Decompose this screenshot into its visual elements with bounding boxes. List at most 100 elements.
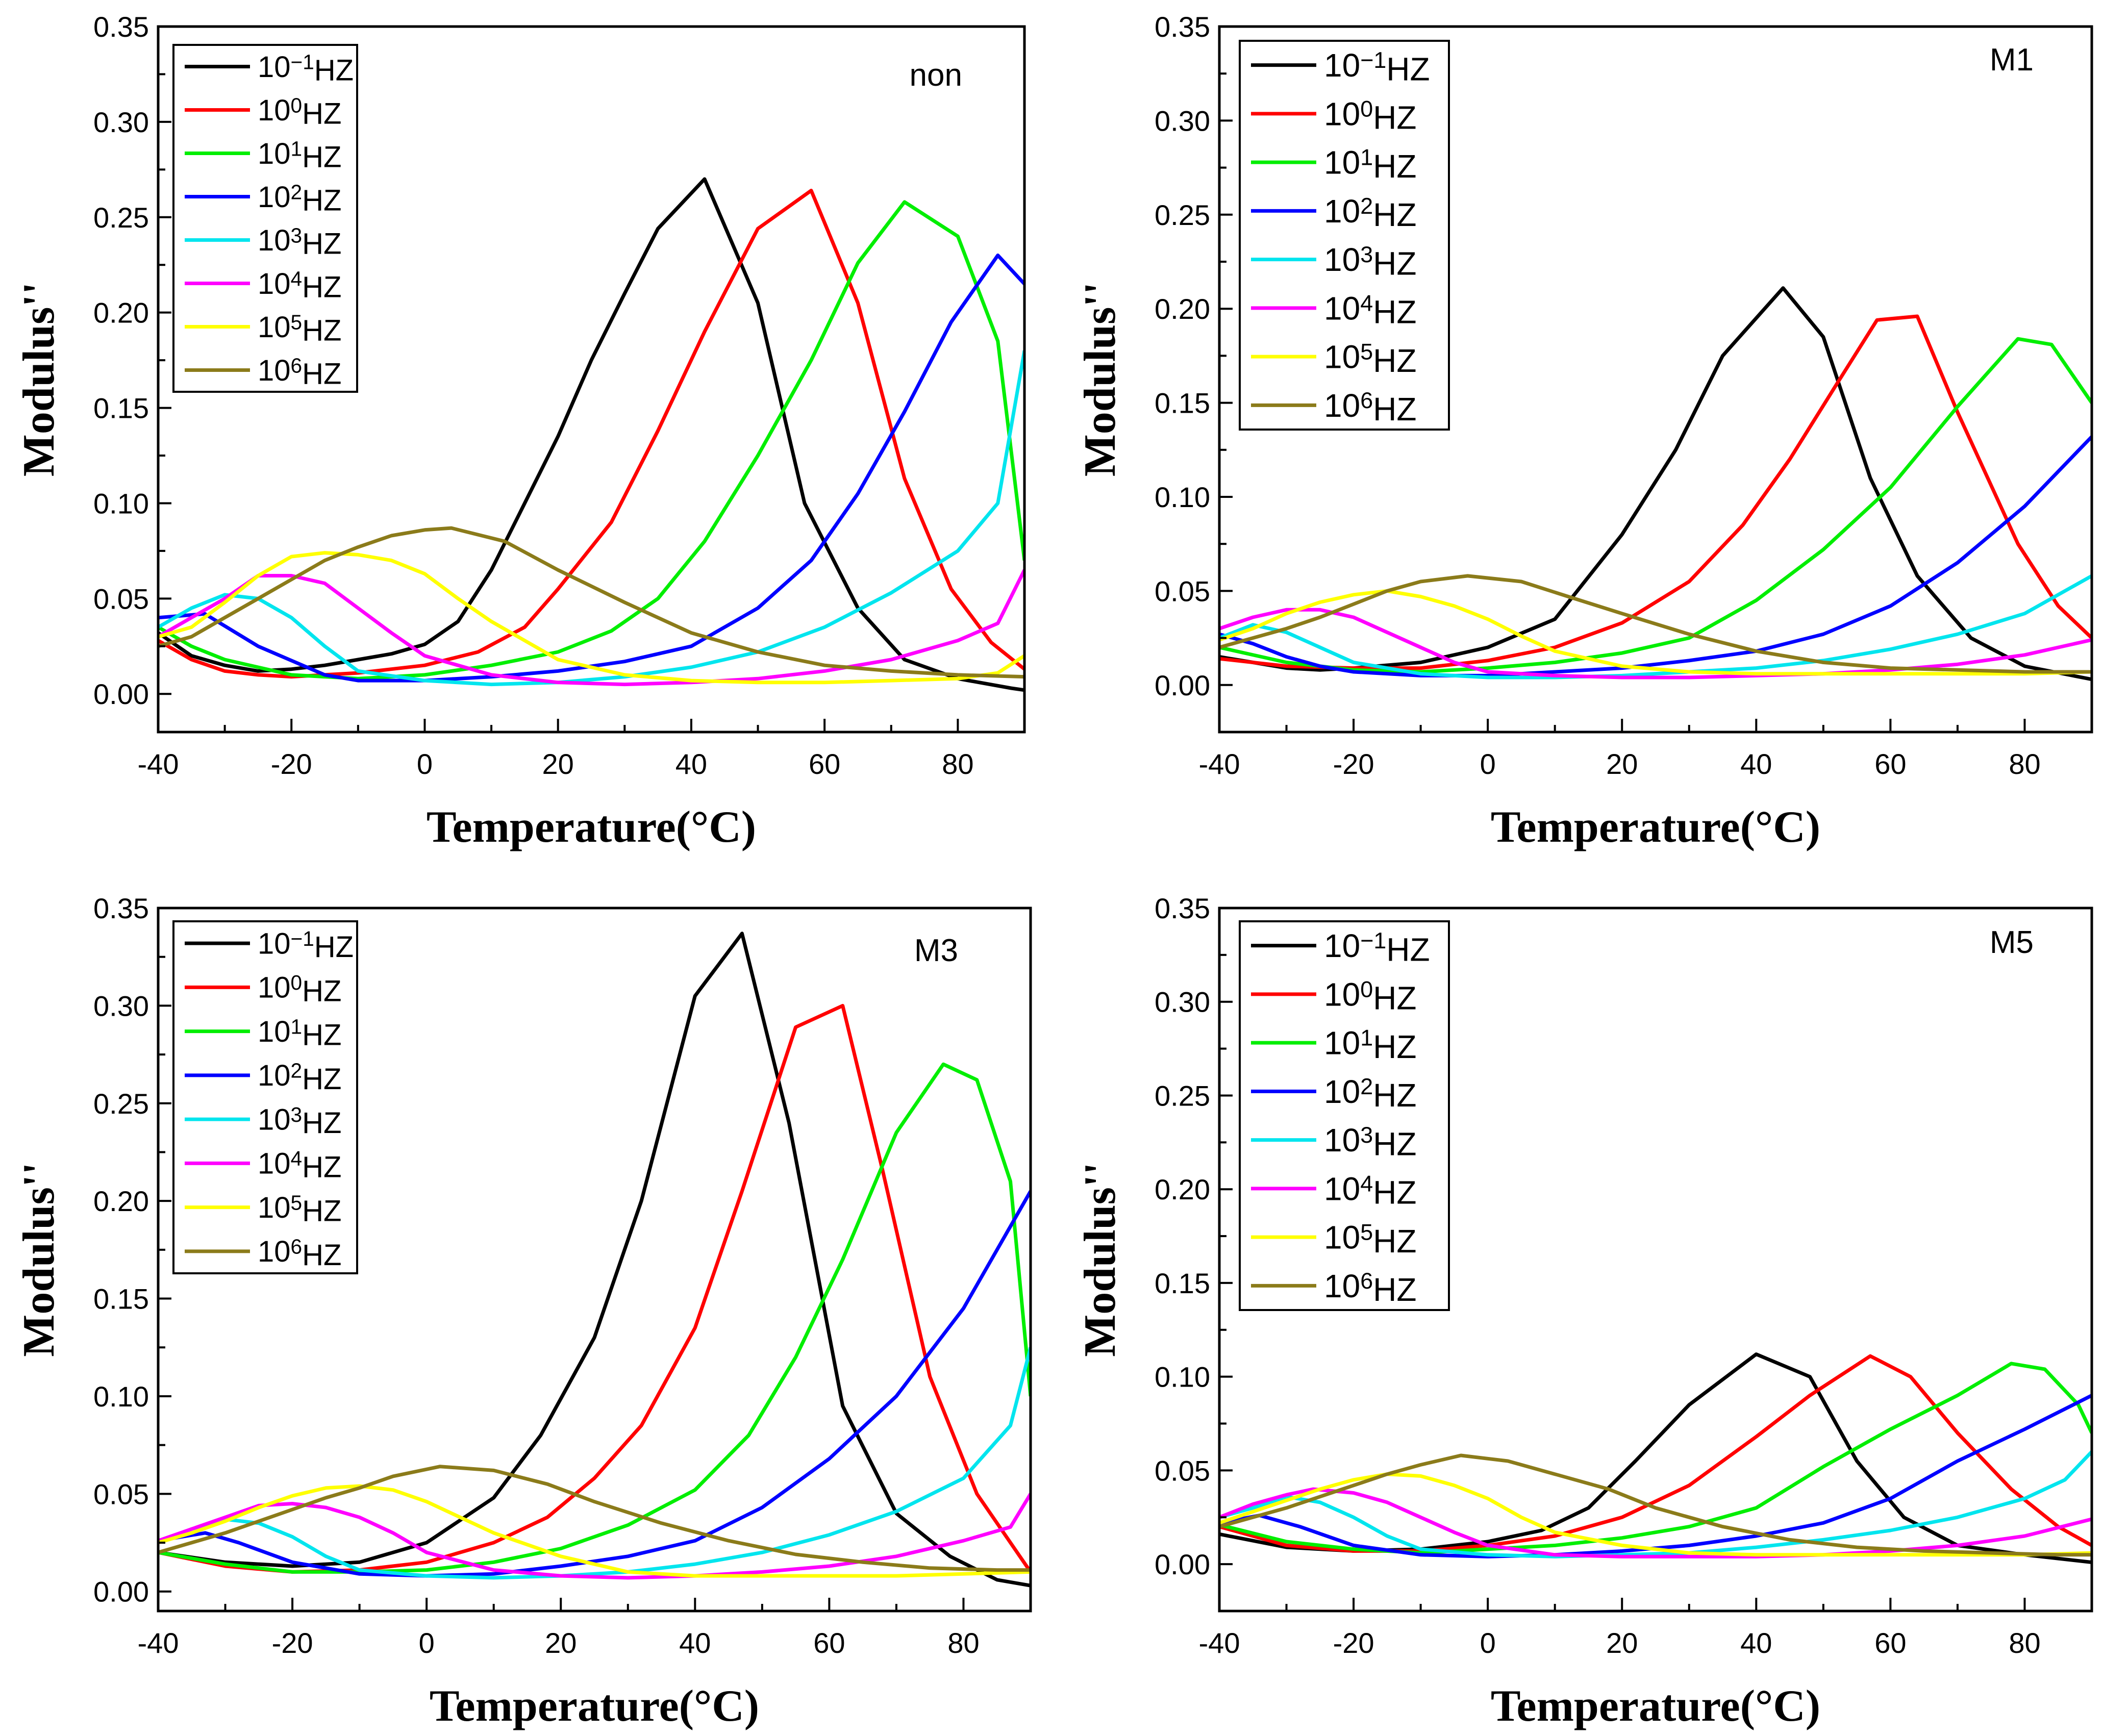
series-line-6: [158, 551, 1024, 685]
x-tick-label: 40: [679, 1627, 711, 1659]
x-tick-label: 20: [1606, 748, 1638, 780]
series-line-4: [158, 1347, 1031, 1580]
legend-label: 105HZ: [258, 1191, 341, 1227]
series-line-7: [1219, 574, 2092, 674]
legend-label: 103HZ: [1324, 241, 1416, 282]
legend-box: [172, 44, 358, 393]
y-tick-label: 0.05: [93, 1478, 149, 1510]
x-tick-label: 80: [947, 1627, 979, 1659]
series-line-7: [158, 1465, 1031, 1572]
series-line-0: [158, 177, 1024, 692]
series-line-3: [1219, 1394, 2092, 1558]
panel-tag: non: [910, 58, 962, 93]
legend-label: 102HZ: [1324, 1073, 1416, 1114]
legend: 10−1HZ 100HZ 101HZ 102HZ 103HZ 104HZ 105HZ 106H…: [172, 44, 358, 393]
y-tick-label: 0.00: [93, 678, 149, 710]
legend-label: 10−1HZ: [1324, 47, 1430, 87]
panel-tag: M5: [1990, 925, 2034, 960]
x-tick-label: 0: [1480, 1627, 1496, 1659]
legend-label: 103HZ: [258, 223, 341, 260]
y-tick-label: 0.15: [93, 392, 149, 424]
legend-box: [172, 920, 358, 1274]
legend-label: 101HZ: [258, 137, 341, 173]
legend-box: [1239, 40, 1450, 431]
x-tick-label: 0: [419, 1627, 435, 1659]
x-tick-label: -20: [1333, 1627, 1374, 1659]
y-tick-label: 0.20: [93, 1185, 149, 1217]
panel-tag: M3: [914, 933, 958, 968]
series-group: [1219, 286, 2092, 682]
x-tick-label: -40: [138, 1627, 179, 1659]
legend-label: 100HZ: [1324, 95, 1416, 136]
series-group: [158, 177, 1024, 692]
x-tick-label: 20: [1606, 1627, 1638, 1659]
x-tick-label: 0: [417, 748, 433, 780]
x-tick-label: -40: [1199, 748, 1240, 780]
y-tick-label: 0.05: [93, 583, 149, 615]
plot-frame: [157, 907, 1032, 1613]
y-tick-label: 0.00: [1155, 1548, 1210, 1580]
series-line-3: [158, 254, 1024, 683]
plot-frame: [1218, 907, 2093, 1613]
series-group: [158, 932, 1031, 1588]
y-tick-label: 0.15: [93, 1283, 149, 1315]
legend-label: 101HZ: [1324, 144, 1416, 185]
y-tick-label: 0.30: [93, 990, 149, 1022]
x-tick-label: 20: [545, 1627, 577, 1659]
y-tick-label: 0.00: [1155, 669, 1210, 701]
y-tick-label: 0.00: [93, 1576, 149, 1608]
legend-label: 106HZ: [258, 1235, 341, 1272]
y-axis-label: Modulus'': [14, 1162, 64, 1356]
legend-label: 100HZ: [258, 971, 341, 1008]
legend-label: 104HZ: [1324, 290, 1416, 330]
y-tick-label: 0.35: [1155, 892, 1210, 924]
legend-label: 10−1HZ: [258, 927, 354, 964]
series-line-6: [1219, 1472, 2092, 1557]
legend-label: 106HZ: [258, 354, 341, 390]
x-tick-label: -40: [138, 748, 179, 780]
series-line-3: [1219, 435, 2092, 677]
y-tick-label: 0.30: [1155, 105, 1210, 137]
y-tick-label: 0.10: [1155, 481, 1210, 513]
y-tick-label: 0.05: [1155, 1454, 1210, 1487]
x-tick-label: 80: [942, 748, 973, 780]
series-line-0: [158, 932, 1031, 1588]
series-line-5: [158, 1493, 1031, 1580]
x-axis-label: Temperature(°C): [430, 1681, 759, 1731]
x-tick-label: 80: [2009, 748, 2040, 780]
x-tick-label: 40: [1740, 748, 1772, 780]
legend-label: 104HZ: [258, 1147, 341, 1184]
x-axis-label: Temperature(°C): [1491, 1681, 1820, 1731]
series-line-0: [1219, 286, 2092, 682]
legend-label: 103HZ: [258, 1103, 341, 1140]
series-line-3: [158, 1190, 1031, 1578]
legend-label: 103HZ: [1324, 1122, 1416, 1162]
y-tick-label: 0.30: [1155, 986, 1210, 1018]
y-axis-label: Modulus'': [1075, 282, 1125, 476]
legend-label: 101HZ: [1324, 1025, 1416, 1065]
legend-label: 100HZ: [1324, 976, 1416, 1016]
y-tick-label: 0.35: [93, 892, 149, 924]
y-tick-label: 0.25: [93, 202, 149, 234]
series-line-4: [158, 350, 1024, 687]
y-tick-label: 0.10: [93, 1380, 149, 1413]
legend-label: 10−1HZ: [258, 50, 354, 87]
x-tick-label: 60: [1874, 1627, 1906, 1659]
chart-panel-m3: -40 -20 0 20 40 60 80 0.00 0.05 0.10 0.15 0.20 0.25 0…: [14, 892, 1032, 1731]
series-line-1: [1219, 314, 2092, 670]
x-tick-label: -20: [271, 748, 312, 780]
x-axis-label: Temperature(°C): [427, 802, 756, 852]
y-tick-label: 0.10: [1155, 1361, 1210, 1393]
y-tick-label: 0.25: [1155, 1079, 1210, 1112]
series-line-2: [1219, 337, 2092, 674]
legend-label: 104HZ: [258, 267, 341, 304]
y-axis-label: Modulus'': [1075, 1162, 1125, 1356]
x-tick-label: 40: [675, 748, 707, 780]
x-tick-label: 0: [1480, 748, 1496, 780]
legend: 10−1HZ 100HZ 101HZ 102HZ 103HZ 104HZ 105HZ 106H…: [1239, 920, 1450, 1311]
panel-tag: M1: [1990, 42, 2034, 78]
y-tick-label: 0.20: [1155, 293, 1210, 325]
plot-frame: [157, 25, 1026, 734]
y-axis-label: Modulus'': [14, 282, 64, 476]
